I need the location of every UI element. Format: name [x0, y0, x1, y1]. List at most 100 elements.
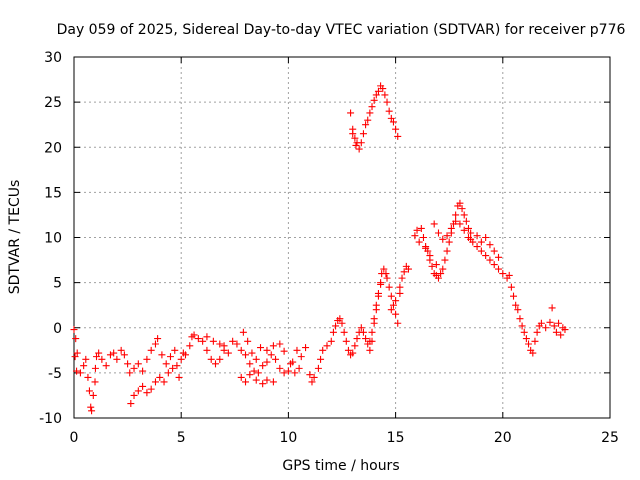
data-point	[254, 369, 262, 377]
data-point	[460, 226, 468, 234]
y-tick-label: 15	[44, 185, 62, 201]
data-point	[147, 346, 155, 354]
data-point	[246, 371, 254, 379]
data-point	[357, 324, 365, 332]
data-point	[522, 335, 530, 343]
data-point	[120, 351, 128, 359]
data-point	[126, 369, 134, 377]
data-point	[477, 247, 485, 255]
data-point	[394, 319, 402, 327]
data-point	[130, 391, 138, 399]
data-point	[415, 238, 423, 246]
data-point	[237, 373, 245, 381]
data-point	[272, 355, 280, 363]
data-point	[550, 322, 558, 330]
data-point	[389, 118, 397, 126]
data-point	[512, 301, 520, 309]
data-point	[495, 253, 503, 261]
data-point	[80, 362, 88, 370]
data-point	[486, 256, 494, 264]
data-point	[432, 261, 440, 269]
data-series-sdtvar	[70, 82, 569, 415]
data-point	[495, 265, 503, 273]
data-point	[117, 346, 125, 354]
data-point	[263, 376, 271, 384]
data-point	[233, 340, 241, 348]
data-point	[220, 342, 228, 350]
data-point	[460, 211, 468, 219]
data-point	[143, 355, 151, 363]
data-point	[347, 109, 355, 117]
x-tick-label: 5	[177, 430, 186, 446]
data-point	[171, 346, 179, 354]
data-point	[308, 378, 316, 386]
data-point	[269, 378, 277, 386]
data-point	[342, 337, 350, 345]
data-point	[368, 103, 376, 111]
data-point	[531, 337, 539, 345]
data-point	[387, 292, 395, 300]
data-point	[385, 107, 393, 115]
data-point	[396, 283, 404, 291]
data-point	[486, 241, 494, 249]
data-point	[98, 355, 106, 363]
data-point	[443, 232, 451, 240]
data-point	[106, 351, 114, 359]
data-point	[124, 360, 132, 368]
data-point	[555, 319, 563, 327]
data-point	[237, 346, 245, 354]
y-tick-label: 10	[44, 231, 62, 247]
x-tick-label: 10	[279, 430, 297, 446]
data-point	[162, 360, 170, 368]
data-point	[422, 244, 430, 252]
data-point	[207, 355, 215, 363]
data-point	[295, 364, 303, 372]
data-point	[302, 344, 310, 352]
data-point	[366, 346, 374, 354]
data-point	[71, 353, 79, 361]
chart-title: Day 059 of 2025, Sidereal Day-to-day VTE…	[57, 22, 626, 38]
data-point	[400, 268, 408, 276]
data-point	[181, 351, 189, 359]
data-point	[392, 310, 400, 318]
data-point	[419, 234, 427, 241]
data-point	[387, 114, 395, 122]
data-point	[507, 283, 515, 291]
data-point	[276, 364, 284, 372]
data-point	[443, 247, 451, 255]
data-point	[382, 270, 390, 278]
data-point	[396, 289, 404, 297]
data-point	[392, 125, 400, 133]
data-point	[505, 271, 513, 279]
data-point	[411, 232, 419, 240]
data-point	[276, 340, 284, 348]
data-point	[280, 369, 288, 377]
data-point	[323, 342, 331, 350]
data-point	[537, 319, 545, 327]
data-point	[379, 85, 387, 93]
data-point	[76, 369, 84, 377]
y-axis-label: SDTVAR / TECUs	[7, 180, 23, 295]
data-point	[439, 265, 447, 273]
data-point	[203, 333, 211, 341]
data-point	[473, 243, 481, 251]
data-point	[110, 349, 118, 357]
data-point	[387, 306, 395, 314]
data-point	[355, 145, 363, 153]
data-point	[93, 353, 101, 361]
data-point	[364, 116, 372, 124]
data-point	[291, 369, 299, 377]
data-point	[514, 306, 522, 314]
data-point	[352, 141, 360, 149]
data-point	[267, 351, 275, 359]
y-tick-label: -5	[48, 366, 62, 382]
data-point	[134, 387, 142, 395]
data-point	[353, 335, 361, 343]
data-point	[368, 337, 376, 345]
data-point	[244, 337, 252, 345]
data-point	[327, 337, 335, 345]
data-point	[368, 328, 376, 336]
data-point	[370, 319, 378, 327]
data-point	[456, 199, 464, 207]
